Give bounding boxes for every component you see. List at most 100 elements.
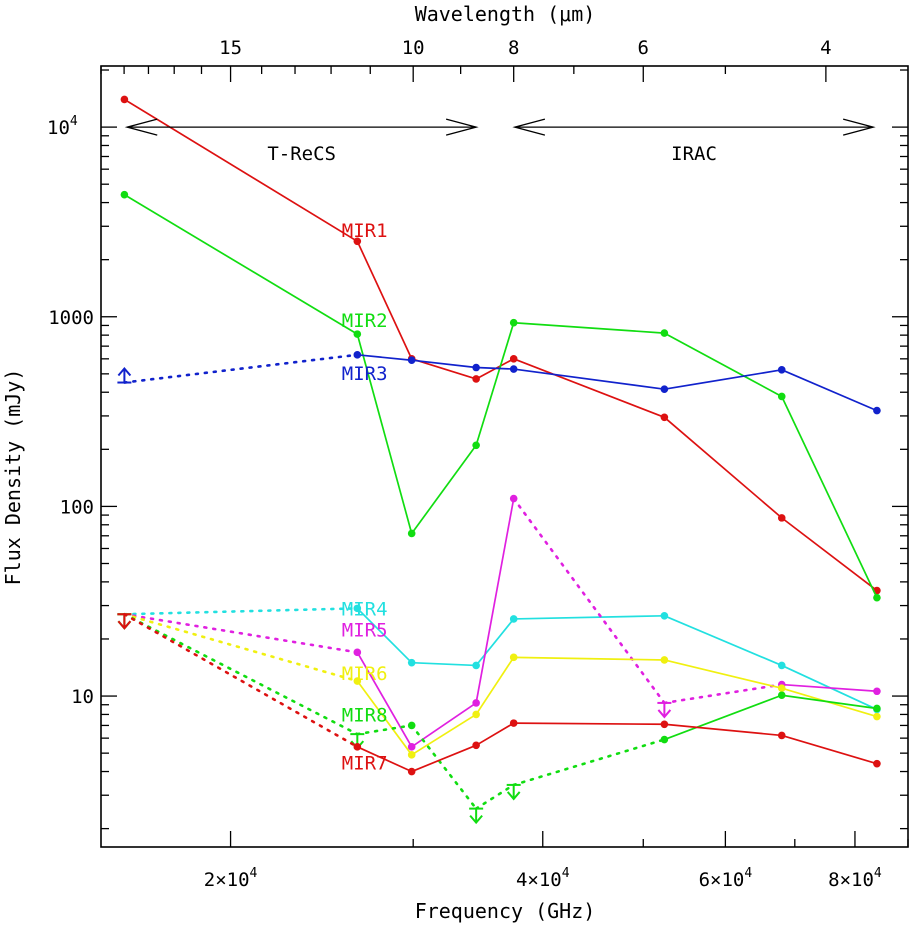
series-mir1 <box>120 95 881 595</box>
data-point <box>509 494 518 503</box>
series-segment <box>663 416 783 519</box>
upper-limit-arrow <box>506 791 521 801</box>
series-segment <box>474 783 515 810</box>
data-point <box>509 318 518 327</box>
x-tick-mantissa: 2×10 <box>204 869 250 891</box>
data-point <box>407 743 416 751</box>
y-axis-label: Flux Density (mJy) <box>1 369 25 586</box>
series-label-mir8: MIR8 <box>342 704 388 726</box>
wavelength-tick-label: 8 <box>508 37 519 59</box>
data-point <box>660 385 669 393</box>
series-segment <box>411 744 477 773</box>
series-label-mir7: MIR7 <box>342 753 388 775</box>
series-segment <box>664 368 782 391</box>
data-point <box>777 684 786 693</box>
data-point <box>660 656 669 664</box>
data-point <box>660 735 669 744</box>
data-point <box>353 743 362 751</box>
x-axis-label: Frequency (GHz) <box>415 899 596 923</box>
data-point <box>120 95 129 104</box>
series-segment <box>664 615 783 667</box>
series-segment <box>475 322 515 446</box>
range-arrowhead-left <box>512 118 546 136</box>
data-point <box>660 413 669 422</box>
range-arrowhead-right <box>842 118 876 136</box>
data-point <box>353 648 362 657</box>
data-point <box>777 514 786 522</box>
x-tick-mantissa: 6×10 <box>699 869 745 891</box>
series-segment <box>781 734 878 765</box>
series-segment <box>356 680 413 756</box>
series-mir5 <box>117 494 881 751</box>
series-segment <box>411 713 477 756</box>
series-segment <box>475 656 515 715</box>
series-segment <box>356 240 413 360</box>
series-segment <box>781 369 878 412</box>
data-point <box>407 658 416 667</box>
data-point <box>407 721 416 730</box>
series-segment <box>356 333 413 534</box>
x-tick-exponent: 4 <box>562 866 570 881</box>
series-segment <box>513 722 665 726</box>
data-point <box>660 611 669 620</box>
x-tick-exponent: 4 <box>874 866 882 881</box>
lower-limit-arrow <box>117 366 132 377</box>
series-label-mir3: MIR3 <box>342 363 388 385</box>
series-segment <box>513 368 665 391</box>
series-segment <box>123 193 358 335</box>
data-point <box>472 441 480 450</box>
series-segment <box>475 498 515 704</box>
data-point <box>407 751 416 759</box>
x-tick-exponent: 4 <box>744 866 752 881</box>
series-segment <box>411 359 477 369</box>
wavelength-tick-label: 4 <box>820 37 831 59</box>
series-segment <box>411 444 477 534</box>
y-tick-mantissa: 10 <box>47 117 70 139</box>
data-point <box>407 529 416 538</box>
series-segment <box>123 353 359 384</box>
y-tick-label: 104 <box>47 114 78 139</box>
y-tick-label: 1000 <box>48 307 94 329</box>
data-point <box>777 366 786 374</box>
data-point <box>509 653 518 662</box>
series-segment <box>512 738 666 787</box>
chart-text: Frequency (GHz) Wavelength (μm) Flux Den… <box>1 2 882 923</box>
y-tick-label: 10 <box>71 686 94 708</box>
instrument-range-layer: T-ReCS IRAC <box>124 118 876 165</box>
wavelength-tick-label: 10 <box>402 37 425 59</box>
series-segment <box>357 353 412 362</box>
data-point <box>353 351 362 359</box>
x-tick-mantissa: 4×10 <box>516 869 562 891</box>
series-segment <box>513 656 665 661</box>
instrument-label: T-ReCS <box>267 143 336 165</box>
series-label-mir4: MIR4 <box>342 598 388 620</box>
series-segment <box>781 517 878 592</box>
series-segment <box>664 723 782 737</box>
data-point <box>777 731 786 740</box>
upper-limit-arrow <box>469 814 483 825</box>
series-segment <box>780 396 878 599</box>
x-tick-label: 8×104 <box>828 866 882 891</box>
data-point <box>407 767 416 776</box>
data-point <box>472 661 480 670</box>
series-label-mir1: MIR1 <box>342 220 388 242</box>
series-mir2 <box>120 190 881 602</box>
wavelength-tick-label: 6 <box>638 37 649 59</box>
data-point <box>873 593 881 602</box>
data-point <box>777 661 786 670</box>
series-segment <box>356 651 413 748</box>
data-point <box>353 330 362 338</box>
data-point <box>873 687 881 696</box>
instrument-label: IRAC <box>671 143 717 165</box>
data-point <box>509 719 518 727</box>
data-point <box>472 375 480 383</box>
y-tick-label: 100 <box>60 496 94 518</box>
series-segment <box>356 607 413 664</box>
data-point <box>509 365 518 373</box>
data-point <box>873 406 881 415</box>
plot-frame <box>100 65 909 848</box>
series-label-mir6: MIR6 <box>342 663 388 685</box>
data-point <box>660 720 669 729</box>
